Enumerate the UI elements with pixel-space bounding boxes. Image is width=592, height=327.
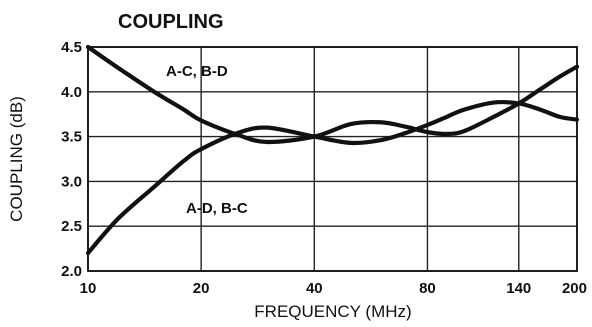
x-tick-label: 140 <box>506 280 531 297</box>
chart-title: COUPLING <box>118 11 224 33</box>
x-tick-label: 20 <box>193 280 210 297</box>
series-line-ac-bd <box>85 44 580 145</box>
x-tick-label: 10 <box>80 280 97 297</box>
y-axis-label: COUPLING (dB) <box>7 96 26 222</box>
x-tick-labels: 10 20 40 80 140 200 <box>80 280 587 297</box>
y-tick-label: 2.0 <box>61 263 82 280</box>
y-tick-label: 2.5 <box>61 218 82 235</box>
x-tick-label: 200 <box>562 280 587 297</box>
series-label-ac-bd: A-C, B-D <box>166 63 228 80</box>
series-label-ad-bc: A-D, B-C <box>186 200 248 217</box>
plot-frame <box>87 46 578 272</box>
y-tick-label: 3.5 <box>61 129 82 146</box>
grid <box>87 46 578 272</box>
x-tick-label: 40 <box>306 280 323 297</box>
y-tick-label: 3.0 <box>61 173 82 190</box>
x-axis-label: FREQUENCY (MHz) <box>254 302 411 321</box>
x-tick-label: 80 <box>419 280 436 297</box>
series-line-ad-bc <box>85 99 580 256</box>
y-tick-label: 4.5 <box>61 39 82 56</box>
curves <box>85 44 580 256</box>
y-tick-labels: 2.0 2.5 3.0 3.5 4.0 4.5 <box>61 39 82 280</box>
y-tick-label: 4.0 <box>61 84 82 101</box>
